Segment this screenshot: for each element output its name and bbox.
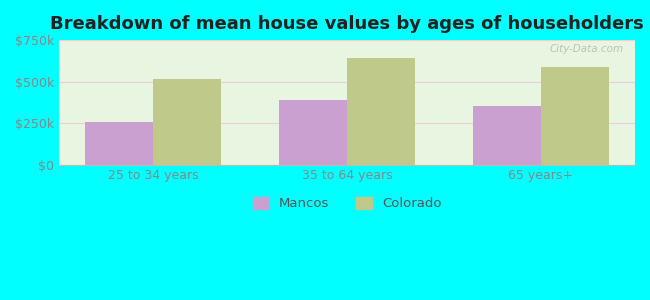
Bar (280, 100, 347, 165)
Bar (85, 122, 153, 165)
Bar (473, 106, 541, 165)
Bar (153, 79, 221, 165)
Text: City-Data.com: City-Data.com (549, 44, 623, 54)
Bar (347, 58, 415, 165)
Bar (541, 67, 609, 165)
Title: Breakdown of mean house values by ages of householders: Breakdown of mean house values by ages o… (50, 15, 644, 33)
Legend: Mancos, Colorado: Mancos, Colorado (253, 197, 441, 210)
